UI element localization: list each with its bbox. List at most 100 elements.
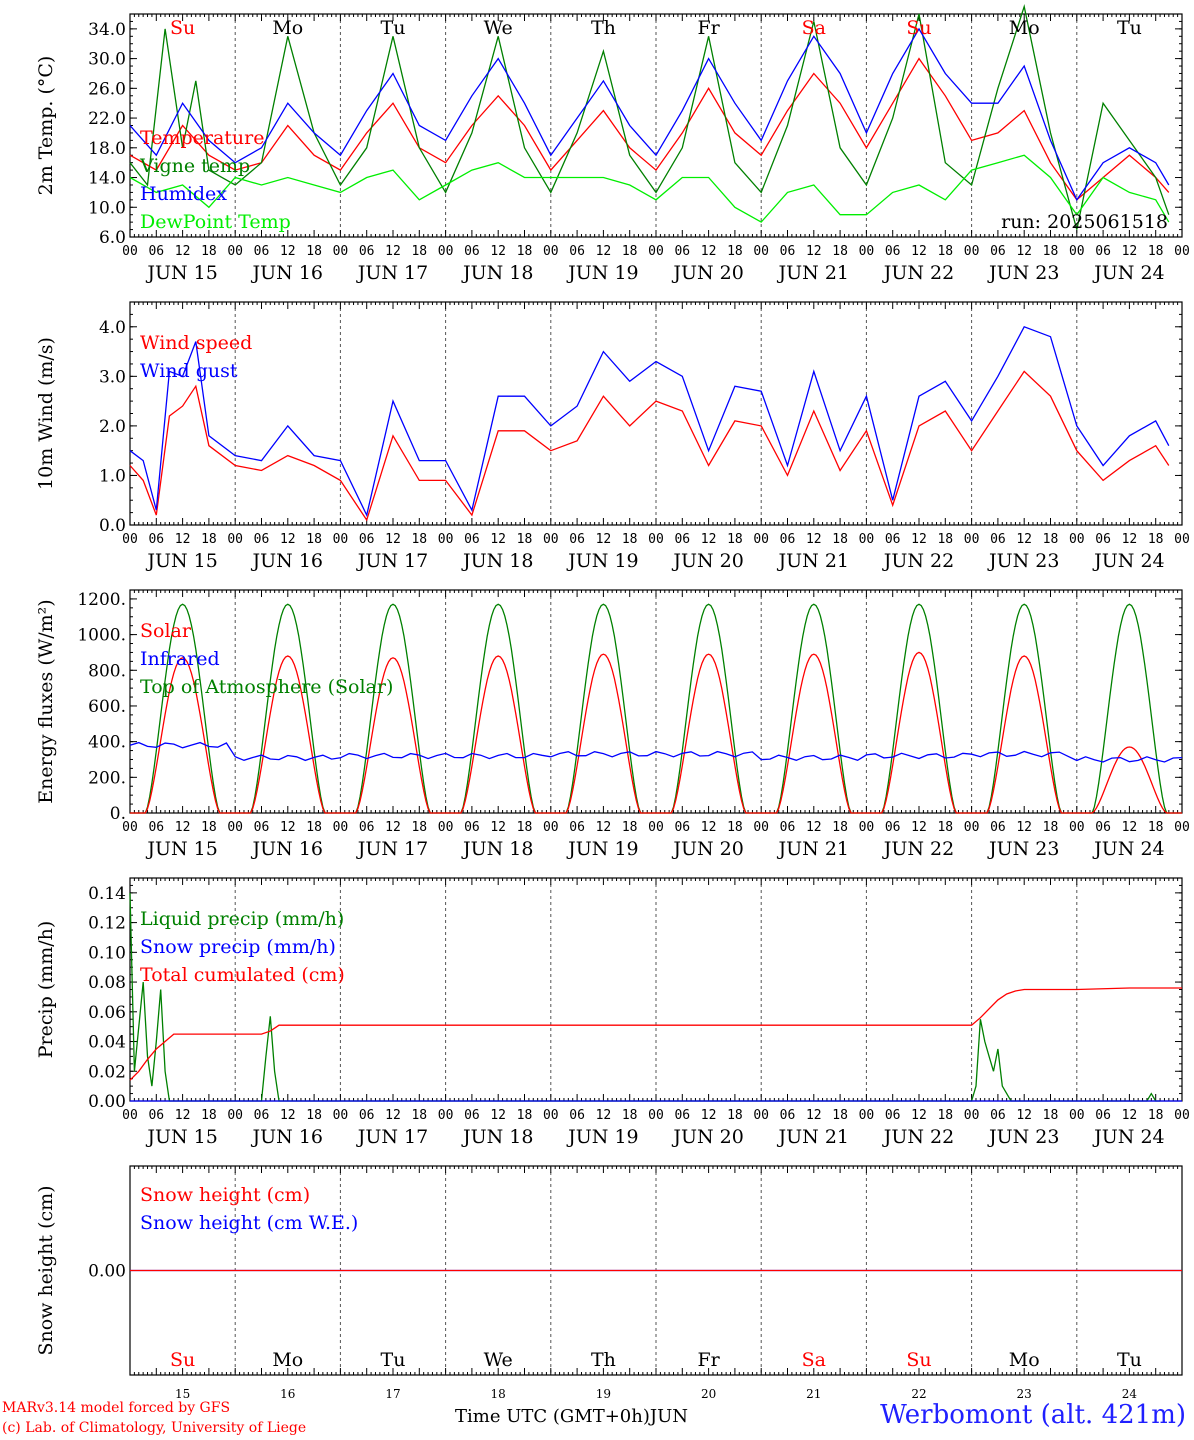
hour-tick-label: 00: [859, 532, 875, 547]
hour-tick-label: 18: [937, 1108, 953, 1123]
hour-tick-label: 18: [727, 820, 743, 835]
hour-tick-label: 18: [411, 1108, 427, 1123]
hour-tick-label: 06: [148, 532, 164, 547]
y-tick-label: 400.: [88, 733, 126, 753]
series-toa-solar: [130, 603, 1182, 814]
hour-tick-label: 06: [148, 1108, 164, 1123]
hour-tick-label: 12: [596, 1108, 612, 1123]
weekday-label: Mo: [272, 17, 303, 39]
hour-tick-label: 00: [753, 1108, 769, 1123]
series-infrared: [129, 741, 1183, 763]
hour-tick-label: 18: [727, 532, 743, 547]
y-axis-label: Precip (mm/h): [35, 921, 57, 1059]
legend-entry: Snow height (cm): [140, 1184, 310, 1206]
hour-tick-label: 12: [806, 1108, 822, 1123]
day-label: JUN 15: [145, 262, 217, 284]
hour-tick-label: 18: [517, 1108, 533, 1123]
hour-tick-label: 00: [964, 1108, 980, 1123]
hour-tick-label: 12: [175, 820, 191, 835]
y-tick-label: 600.: [88, 697, 126, 717]
hour-tick-label: 06: [569, 820, 585, 835]
weekday-label: Mo: [1009, 1349, 1040, 1371]
weekday-label: Tu: [1117, 1349, 1142, 1371]
hour-tick-label: 00: [438, 820, 454, 835]
day-label: JUN 18: [461, 550, 533, 572]
hour-tick-label: 00: [122, 244, 138, 259]
hour-tick-label: 06: [254, 244, 270, 259]
weekday-label: Su: [906, 1349, 931, 1371]
day-label: JUN 19: [566, 1126, 638, 1148]
weekday-label: We: [484, 17, 513, 39]
day-label: JUN 19: [566, 550, 638, 572]
legend-entry: Top of Atmosphere (Solar): [140, 676, 393, 698]
hour-tick-label: 00: [227, 244, 243, 259]
weekday-label: Tu: [381, 1349, 406, 1371]
hour-tick-label: 06: [990, 532, 1006, 547]
day-label: JUN 17: [356, 550, 428, 572]
y-tick-label: 4.0: [99, 318, 126, 338]
hour-tick-label: 12: [1016, 820, 1032, 835]
day-label: JUN 21: [777, 262, 849, 284]
legend-entry: DewPoint Temp: [140, 211, 291, 233]
hour-tick-label: 06: [990, 1108, 1006, 1123]
hour-tick-label: 00: [1069, 1108, 1085, 1123]
hour-tick-label: 06: [780, 532, 796, 547]
y-tick-label: 0.0: [99, 516, 126, 536]
day-number-label: 15: [175, 1387, 190, 1401]
hour-tick-label: 06: [885, 820, 901, 835]
hour-tick-label: 00: [438, 244, 454, 259]
hour-tick-label: 18: [1148, 1108, 1164, 1123]
hour-tick-label: 18: [201, 1108, 217, 1123]
day-label: JUN 18: [461, 1126, 533, 1148]
day-label: JUN 23: [987, 550, 1059, 572]
hour-tick-label: 18: [832, 244, 848, 259]
hour-tick-label: 12: [701, 1108, 717, 1123]
day-label: JUN 15: [145, 838, 217, 860]
legend-entry: Wind gust: [140, 360, 238, 382]
hour-tick-label: 06: [359, 532, 375, 547]
hour-tick-label: 18: [517, 820, 533, 835]
weekday-label: Fr: [697, 17, 720, 39]
hour-tick-label: 06: [1095, 244, 1111, 259]
hour-tick-label: 06: [780, 244, 796, 259]
hour-tick-label: 12: [1122, 820, 1138, 835]
hour-tick-label: 12: [911, 820, 927, 835]
hour-tick-label: 06: [359, 244, 375, 259]
hour-tick-label: 12: [911, 1108, 927, 1123]
y-tick-label: 26.0: [88, 79, 126, 99]
hour-tick-label: 18: [306, 1108, 322, 1123]
panel-frame: [129, 301, 1183, 526]
hour-tick-label: 12: [490, 532, 506, 547]
hour-tick-label: 06: [990, 820, 1006, 835]
hour-tick-label: 12: [1016, 244, 1032, 259]
day-label: JUN 22: [882, 1126, 954, 1148]
legend-entry: Liquid precip (mm/h): [140, 908, 344, 930]
day-label: JUN 18: [461, 838, 533, 860]
hour-tick-label: 00: [1174, 820, 1190, 835]
hour-tick-label: 12: [490, 1108, 506, 1123]
hour-tick-label: 00: [227, 532, 243, 547]
day-label: JUN 20: [671, 838, 743, 860]
hour-tick-label: 12: [806, 820, 822, 835]
hour-tick-label: 18: [306, 244, 322, 259]
y-tick-label: 3.0: [99, 367, 126, 387]
hour-tick-label: 18: [832, 820, 848, 835]
day-label: JUN 23: [987, 838, 1059, 860]
panel-5: 0.00 Snow height (cm) Snow height (cm) Snow…: [35, 1165, 1183, 1401]
day-number-label: 19: [596, 1387, 611, 1401]
hour-tick-label: 00: [333, 820, 349, 835]
hour-tick-label: 06: [674, 1108, 690, 1123]
day-label: JUN 19: [566, 262, 638, 284]
hour-tick-label: 00: [122, 820, 138, 835]
hour-tick-label: 18: [1043, 820, 1059, 835]
hour-tick-label: 18: [201, 532, 217, 547]
y-tick-label: 6.0: [99, 228, 126, 248]
y-tick-label: 0.04: [88, 1033, 126, 1053]
hour-tick-label: 00: [648, 820, 664, 835]
hour-tick-label: 18: [306, 820, 322, 835]
hour-tick-label: 06: [569, 244, 585, 259]
series-wind-speed: [129, 370, 1170, 522]
hour-tick-label: 00: [859, 244, 875, 259]
weekday-label: Tu: [1117, 17, 1142, 39]
hour-tick-label: 00: [648, 1108, 664, 1123]
